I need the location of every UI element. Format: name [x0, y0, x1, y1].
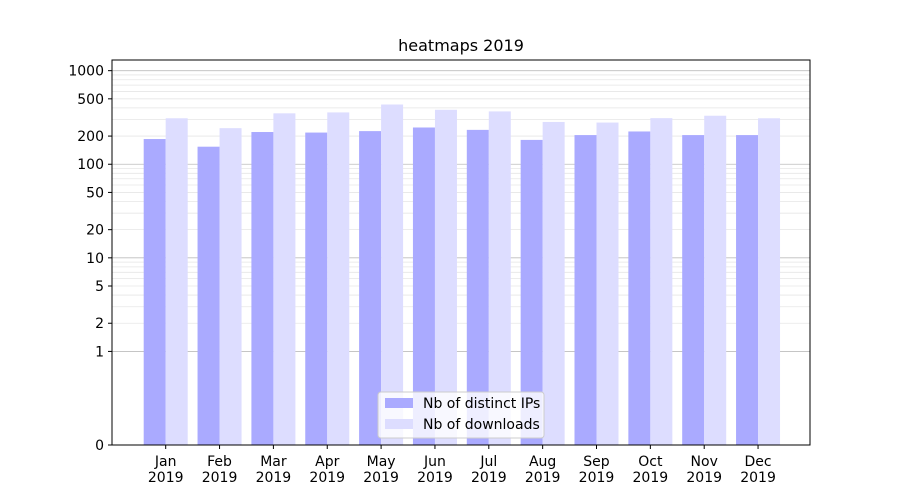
y-tick-label: 20 [86, 223, 104, 239]
bar-downloads [165, 118, 188, 445]
bar-downloads [219, 128, 242, 445]
bars [143, 104, 781, 446]
y-tick-label: 100 [77, 157, 104, 173]
y-tick-label: 10 [86, 251, 104, 267]
bar-downloads [327, 112, 350, 445]
legend-label-distinct-ips: Nb of distinct IPs [423, 396, 540, 412]
bar-downloads [650, 118, 673, 445]
y-tick-label: 0 [95, 438, 104, 454]
x-tick-label: Jul 2019 [471, 454, 507, 486]
y-tick-label: 500 [77, 92, 104, 108]
bar-distinct-ips [143, 139, 166, 445]
bar-distinct-ips [466, 129, 489, 445]
bar-distinct-ips [412, 127, 435, 445]
y-tick-label: 200 [77, 129, 104, 145]
y-tick-label: 50 [86, 185, 104, 201]
y-tick-label: 2 [95, 316, 104, 332]
bar-distinct-ips [682, 135, 705, 445]
y-axis: 0 1 2 5 10 20 50 100 200 500 1000 [68, 64, 112, 454]
x-tick-label: Dec 2019 [740, 454, 776, 486]
bar-downloads [381, 104, 404, 445]
x-tick-label: Jun 2019 [417, 454, 453, 486]
chart-title: heatmaps 2019 [398, 36, 524, 55]
x-tick-label: May 2019 [363, 454, 399, 486]
bar-downloads [704, 115, 727, 445]
plot-frame [111, 59, 811, 446]
x-tick-label: Mar 2019 [256, 454, 292, 486]
bar-distinct-ips [251, 132, 274, 445]
bar-downloads [758, 118, 781, 445]
bar-distinct-ips [359, 131, 382, 445]
legend: Nb of distinct IPs Nb of downloads [377, 391, 545, 439]
bar-downloads [596, 122, 619, 446]
legend-box [377, 391, 545, 439]
bar-distinct-ips [305, 132, 328, 445]
y-tick-label: 1000 [68, 64, 104, 80]
bar-downloads [542, 121, 565, 445]
x-axis: Jan 2019 Feb 2019 Mar 2019 Apr 2019 May 2019 Jun 20… [148, 445, 776, 486]
x-tick-label: Oct 2019 [633, 454, 669, 486]
legend-swatch-downloads [385, 419, 413, 429]
y-tick-label: 1 [95, 344, 104, 360]
y-tick-label: 5 [95, 279, 104, 295]
bar-distinct-ips [197, 146, 220, 446]
bar-distinct-ips [574, 135, 597, 445]
x-tick-label: Aug 2019 [525, 454, 561, 486]
bar-downloads [434, 109, 457, 446]
x-tick-label: Sep 2019 [579, 454, 615, 486]
x-tick-label: Feb 2019 [202, 454, 238, 486]
bar-downloads [273, 113, 296, 446]
bar-distinct-ips [736, 135, 759, 445]
bar-distinct-ips [628, 131, 651, 446]
bar-downloads [488, 111, 511, 446]
bar-distinct-ips [520, 139, 543, 445]
x-tick-label: Jan 2019 [148, 454, 184, 486]
x-tick-label: Nov 2019 [686, 454, 722, 486]
legend-label-downloads: Nb of downloads [423, 417, 540, 433]
legend-swatch-distinct-ips [385, 398, 413, 408]
x-tick-label: Apr 2019 [309, 454, 345, 486]
